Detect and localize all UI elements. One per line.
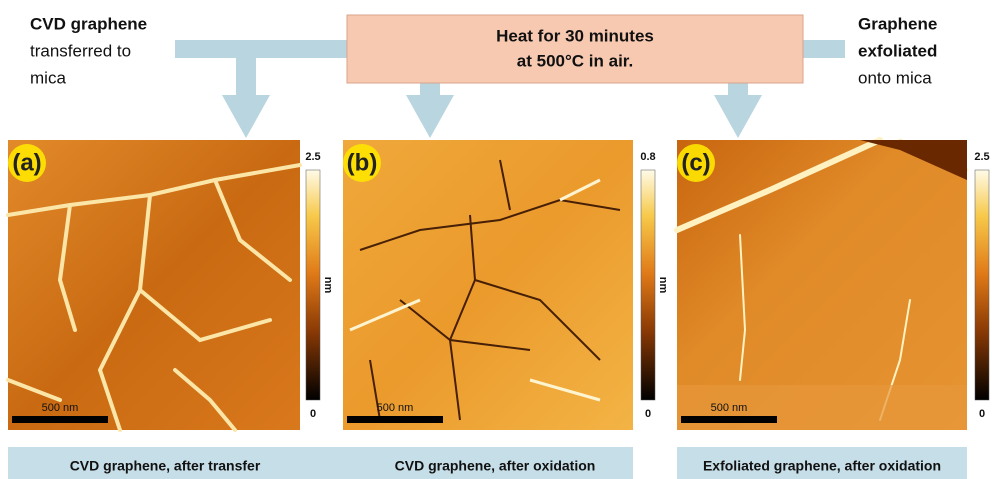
scale-bar bbox=[681, 416, 777, 423]
colorbar bbox=[306, 170, 320, 400]
colorbar bbox=[975, 170, 989, 400]
heat-box bbox=[347, 15, 803, 83]
colorbar-tick: 0 bbox=[979, 408, 985, 420]
colorbar-tick: 2.5 bbox=[974, 151, 989, 163]
colorbar-tick: 0.8 bbox=[640, 151, 655, 163]
caption: CVD graphene, after oxidation bbox=[395, 458, 596, 474]
scale-bar bbox=[347, 416, 443, 423]
left-label: mica bbox=[30, 68, 66, 87]
heat-line: Heat for 30 minutes bbox=[496, 26, 654, 45]
panel-label: (c) bbox=[681, 149, 710, 176]
heat-line: at 500°C in air. bbox=[517, 51, 633, 70]
left-label: transferred to bbox=[30, 41, 131, 60]
left-label: CVD graphene bbox=[30, 14, 147, 33]
colorbar-tick: 0 bbox=[310, 408, 316, 420]
right-label: onto mica bbox=[858, 68, 932, 87]
colorbar bbox=[641, 170, 655, 400]
colorbar-unit: nm bbox=[322, 277, 334, 294]
afm-image bbox=[8, 140, 967, 430]
caption: CVD graphene, after transfer bbox=[70, 458, 261, 474]
scale-bar-label: 500 nm bbox=[711, 402, 748, 414]
caption: Exfoliated graphene, after oxidation bbox=[703, 458, 941, 474]
colorbar-tick: 2.5 bbox=[305, 151, 320, 163]
right-label: Graphene bbox=[858, 14, 937, 33]
right-label: exfoliated bbox=[858, 41, 937, 60]
figure: Heat for 30 minutes at 500°C in air. CVD… bbox=[0, 0, 992, 479]
colorbar-tick: 0 bbox=[645, 408, 651, 420]
panel-label: (a) bbox=[12, 149, 41, 176]
scale-bar-label: 500 nm bbox=[377, 402, 414, 414]
scale-bar bbox=[12, 416, 108, 423]
colorbar-unit: nm bbox=[657, 277, 669, 294]
panel-label: (b) bbox=[347, 149, 378, 176]
scale-bar-label: 500 nm bbox=[42, 402, 79, 414]
